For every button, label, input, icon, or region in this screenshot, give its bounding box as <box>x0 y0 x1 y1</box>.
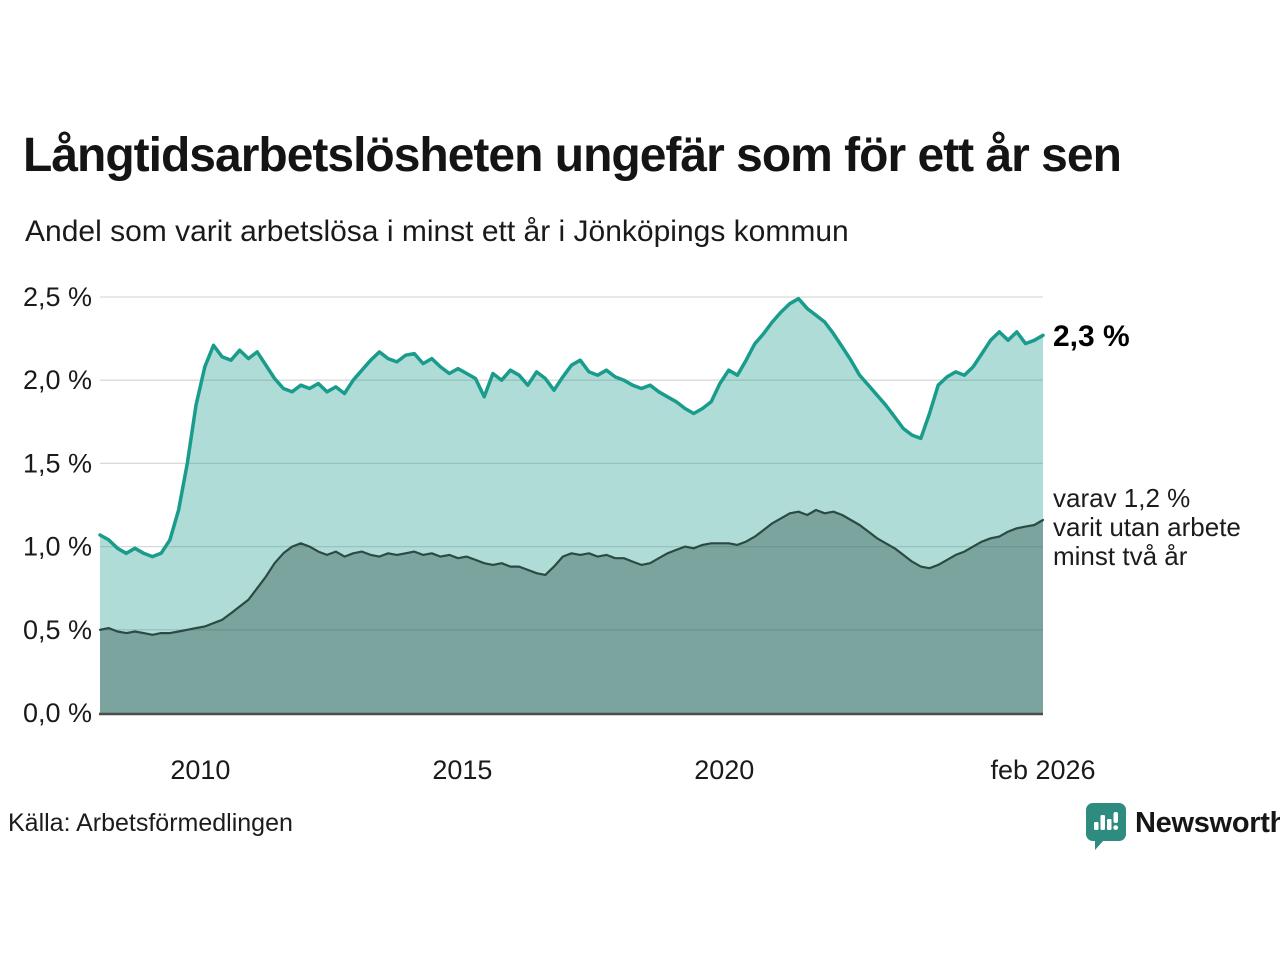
x-tick-label: 2020 <box>694 755 754 785</box>
y-tick-label: 2,0 % <box>23 365 92 395</box>
y-tick-label: 0,5 % <box>23 615 92 645</box>
series-line-1 <box>98 508 1045 636</box>
x-tick-label: 2010 <box>170 755 230 785</box>
end-value-annotation: 2,3 % <box>1053 320 1130 353</box>
y-tick-label: 1,5 % <box>23 448 92 478</box>
brand-logo: Newsworthy <box>1085 802 1280 854</box>
secondary-series-annotation: varav 1,2 % varit utan arbete minst två … <box>1053 483 1241 571</box>
y-tick-label: 0,0 % <box>23 698 92 728</box>
brand-wordmark: Newsworthy <box>1135 807 1280 839</box>
newsworthy-bubble-icon <box>1086 803 1126 850</box>
chart-title: Långtidsarbetslösheten ungefär som för e… <box>23 129 1122 182</box>
series-area-1 <box>100 510 1043 713</box>
source-note: Källa: Arbetsförmedlingen <box>8 809 293 837</box>
x-tick-label: feb 2026 <box>990 755 1095 785</box>
y-tick-label: 1,0 % <box>23 532 92 562</box>
chart-subtitle: Andel som varit arbetslösa i minst ett å… <box>25 215 849 248</box>
series-line-0 <box>98 296 1045 559</box>
series-area-0 <box>100 298 1043 713</box>
x-tick-label: 2015 <box>432 755 492 785</box>
y-tick-label: 2,5 % <box>23 282 92 312</box>
